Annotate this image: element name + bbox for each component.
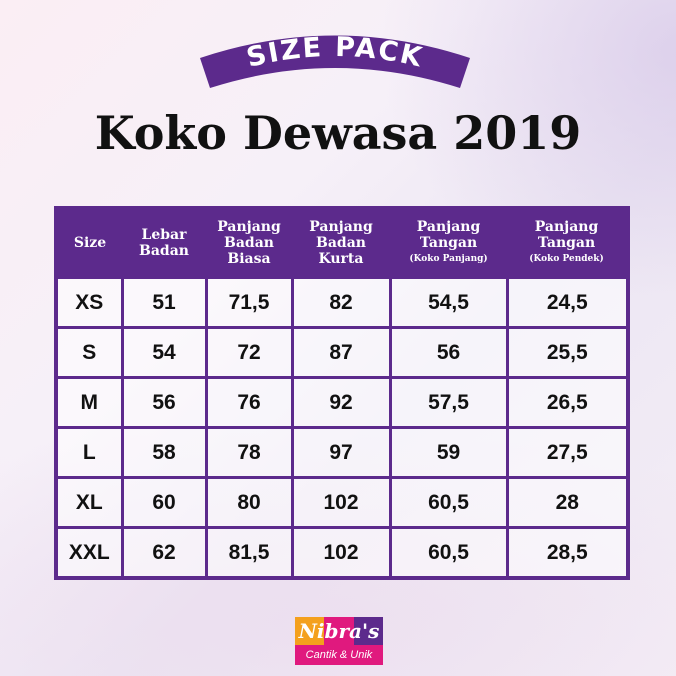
table-cell: XXL: [54, 526, 124, 580]
table-cell: 92: [290, 376, 392, 429]
table-cell: 58: [120, 426, 208, 479]
table-cell: 54,5: [388, 276, 509, 329]
header-label: Panjang Badan Kurta: [309, 219, 373, 267]
table-row: M 56 76 92 57,5 26,5: [54, 376, 630, 429]
table-cell: 81,5: [204, 526, 294, 580]
table-row: XS 51 71,5 82 54,5 24,5: [54, 276, 630, 329]
table-cell: 28,5: [505, 526, 630, 580]
table-cell: 56: [388, 326, 509, 379]
table-cell: M: [54, 376, 124, 429]
table-cell: XL: [54, 476, 124, 529]
table-cell: 102: [290, 526, 392, 580]
table-cell: 27,5: [505, 426, 630, 479]
table-cell: 25,5: [505, 326, 630, 379]
size-pack-banner: SIZE PACK: [200, 32, 470, 88]
table-cell: 56: [120, 376, 208, 429]
table-row: XXL 62 81,5 102 60,5 28,5: [54, 526, 630, 580]
table-cell: 60,5: [388, 476, 509, 529]
table-cell: S: [54, 326, 124, 379]
table-cell: XS: [54, 276, 124, 329]
table-cell: 102: [290, 476, 392, 529]
header-sublabel: (Koko Panjang): [409, 254, 488, 264]
table-cell: 26,5: [505, 376, 630, 429]
table-cell: 54: [120, 326, 208, 379]
table-cell: 62: [120, 526, 208, 580]
table-cell: 28: [505, 476, 630, 529]
table-cell: 24,5: [505, 276, 630, 329]
table-cell: 59: [388, 426, 509, 479]
table-cell: 57,5: [388, 376, 509, 429]
table-cell: 76: [204, 376, 294, 429]
column-header: Panjang Badan Biasa: [206, 208, 292, 278]
size-table: Size Lebar Badan Panjang Badan Biasa Panjan…: [54, 206, 630, 580]
table-cell: 72: [204, 326, 294, 379]
table-cell: 71,5: [204, 276, 294, 329]
header-label: Panjang Badan Biasa: [217, 219, 281, 267]
nibras-logo: Nibra's Cantik & Unik: [295, 617, 383, 665]
table-cell: 60: [120, 476, 208, 529]
column-header: Panjang Tangan (Koko Panjang): [390, 208, 507, 278]
table-cell: 60,5: [388, 526, 509, 580]
table-cell: 78: [204, 426, 294, 479]
table-cell: L: [54, 426, 124, 479]
table-cell: 51: [120, 276, 208, 329]
column-header: Size: [56, 208, 122, 278]
logo-brand: Nibra's: [298, 619, 380, 643]
table-row: XL 60 80 102 60,5 28: [54, 476, 630, 529]
column-header: Panjang Badan Kurta: [292, 208, 390, 278]
column-header: Lebar Badan: [122, 208, 206, 278]
header-label: Size: [73, 235, 107, 251]
page-title: Koko Dewasa 2019: [94, 106, 582, 160]
table-cell: 87: [290, 326, 392, 379]
header-sublabel: (Koko Pendek): [529, 254, 604, 264]
table-cell: 97: [290, 426, 392, 479]
header-label: Panjang Tangan: [534, 219, 599, 251]
table-cell: 82: [290, 276, 392, 329]
header-label: Panjang Tangan: [416, 219, 481, 251]
column-header: Panjang Tangan (Koko Pendek): [507, 208, 628, 278]
table-row: S 54 72 87 56 25,5: [54, 326, 630, 379]
table-row: L 58 78 97 59 27,5: [54, 426, 630, 479]
logo-tagline: Cantik & Unik: [295, 645, 383, 665]
table-cell: 80: [204, 476, 294, 529]
header-label: Lebar Badan: [139, 227, 189, 259]
